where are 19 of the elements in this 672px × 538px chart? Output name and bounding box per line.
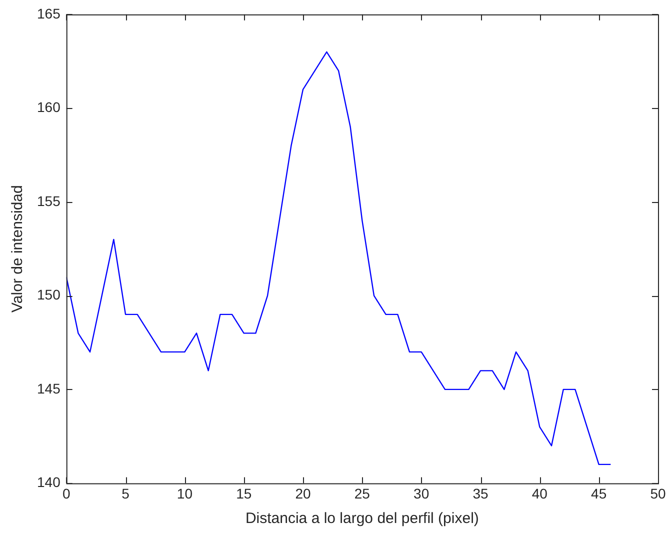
y-tick-label: 160 (37, 99, 61, 116)
y-tick-label: 165 (37, 5, 61, 22)
x-tick-label: 40 (532, 485, 548, 502)
x-tick-label: 20 (295, 485, 312, 502)
y-axis-title: Valor de intensidad (9, 185, 26, 312)
x-tick-label: 15 (236, 485, 252, 502)
y-tick-label: 150 (37, 286, 61, 303)
y-tick-label: 155 (37, 192, 61, 209)
x-tick-label: 30 (414, 485, 430, 502)
x-tick-label: 25 (354, 485, 370, 502)
x-tick-label: 35 (472, 485, 489, 502)
x-tick-label: 0 (62, 485, 70, 502)
x-tick-label: 45 (591, 485, 607, 502)
y-tick-label: 145 (37, 380, 61, 396)
x-tick-label: 50 (650, 485, 666, 502)
y-tick-label: 140 (37, 474, 61, 490)
x-tick-label: 5 (122, 485, 130, 502)
x-tick-label: 10 (176, 485, 193, 502)
x-axis-title: Distancia a lo largo del perfil (pixel) (245, 510, 479, 528)
